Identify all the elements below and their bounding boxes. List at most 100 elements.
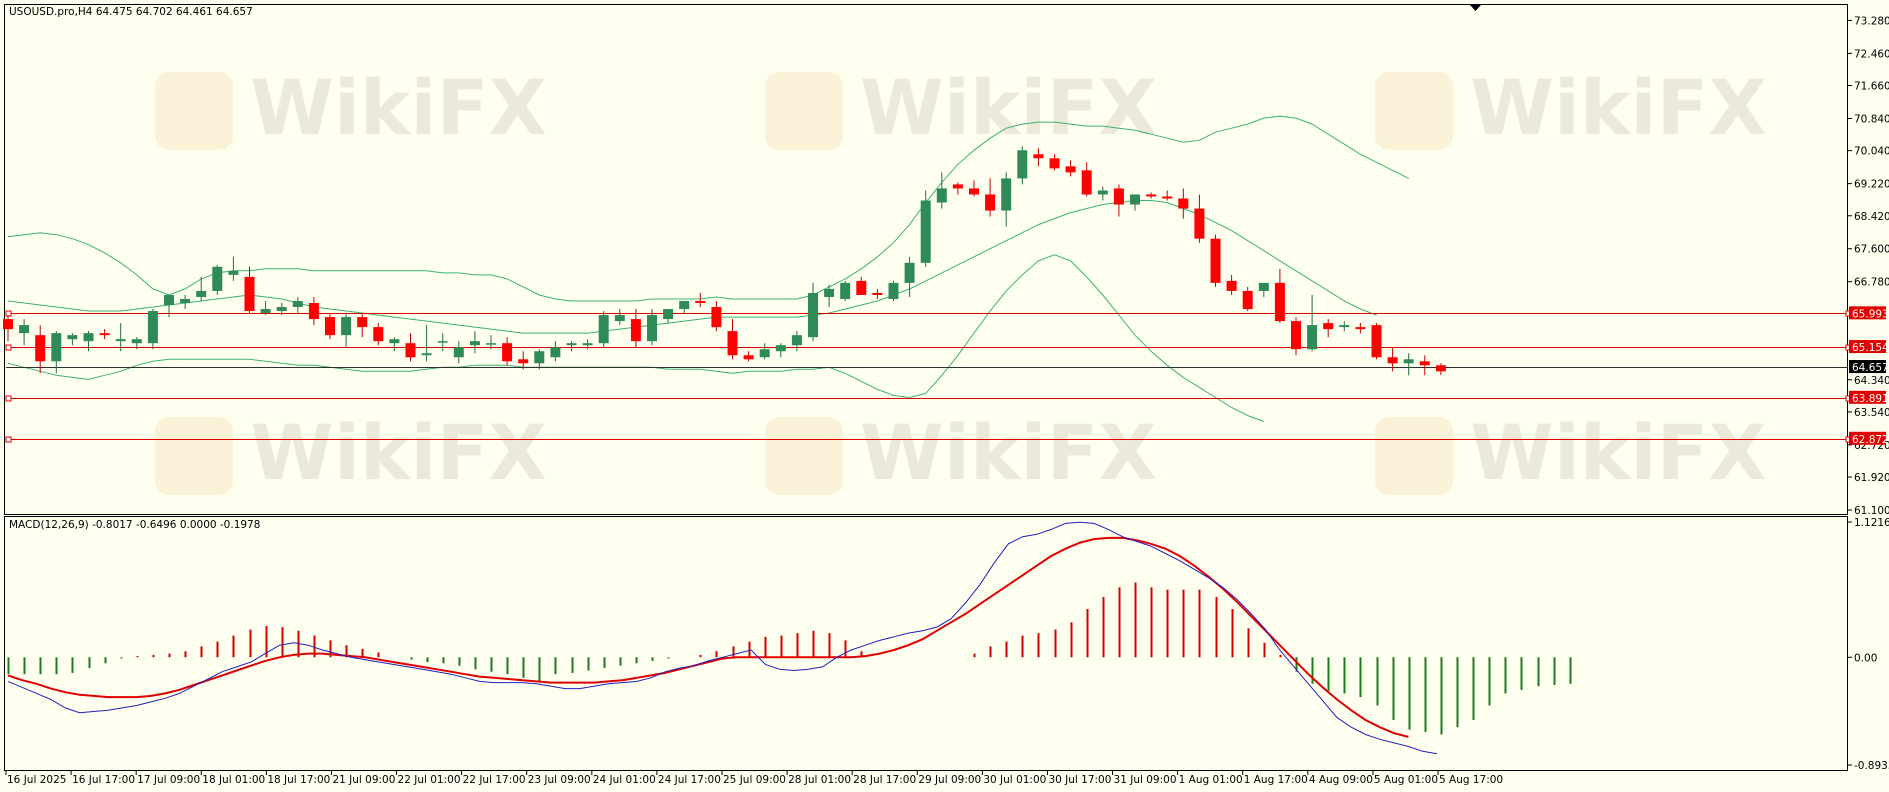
candle-body	[228, 270, 239, 275]
candle-body	[759, 349, 770, 358]
candle-body	[727, 331, 738, 356]
candles	[3, 146, 1446, 376]
candle-body	[969, 188, 979, 195]
candle-body	[936, 188, 947, 203]
candle-body	[437, 341, 448, 343]
candle-body	[1242, 290, 1253, 310]
candle-body	[292, 300, 303, 308]
candle-body	[486, 343, 496, 345]
candle-body	[469, 341, 480, 346]
price-axis: 73.280 72.460 71.660 70.840 70.040 69.220 68.4…	[1848, 15, 1889, 517]
candle-body	[985, 194, 996, 211]
candle-body	[952, 184, 963, 189]
candle-body	[147, 311, 158, 344]
candle-body	[196, 290, 207, 297]
price-tick-label: 64.340	[1854, 375, 1889, 387]
candle-body	[389, 339, 400, 344]
candle-body	[325, 317, 335, 336]
time-tick-label: 21 Jul 09:00	[332, 774, 395, 786]
time-tick-label: 28 Jul 01:00	[788, 774, 851, 786]
candle-body	[212, 266, 223, 291]
candle-body	[1033, 154, 1044, 159]
candle-body	[534, 351, 545, 364]
price-tick-label: 72.460	[1854, 48, 1889, 60]
candle-body	[180, 298, 191, 303]
candle-body	[743, 355, 754, 360]
price-tick-label: 70.840	[1854, 114, 1889, 126]
price-tick-label: 73.280	[1854, 15, 1889, 27]
candle-body	[1371, 325, 1382, 358]
candle-body	[260, 309, 271, 314]
macd-pane-frame	[4, 516, 1848, 771]
price-level-handle	[5, 395, 12, 402]
time-tick-label: 28 Jul 17:00	[853, 774, 916, 786]
candle-body	[1419, 361, 1430, 366]
time-tick-label: 22 Jul 17:00	[463, 774, 526, 786]
price-level-label: 65.993	[1852, 308, 1889, 320]
candle-body	[502, 343, 513, 362]
time-tick-label: 23 Jul 09:00	[528, 774, 591, 786]
price-level-label: 62.872	[1852, 434, 1889, 446]
candle-body	[775, 345, 786, 352]
candle-body	[872, 292, 883, 295]
time-tick-label: 30 Jul 01:00	[983, 774, 1046, 786]
scroll-marker-icon[interactable]	[1470, 5, 1481, 11]
time-tick-label: 4 Aug 09:00	[1309, 774, 1373, 786]
candle-body	[647, 315, 657, 342]
price-level-tag	[1849, 390, 1886, 404]
candle-body	[1307, 325, 1318, 350]
price-tick-label: 63.540	[1854, 407, 1889, 419]
watermark-logo-icon	[1375, 417, 1453, 495]
macd-signal-line	[7, 536, 1409, 738]
time-tick-label: 29 Jul 09:00	[918, 774, 981, 786]
candle-body	[1291, 321, 1301, 350]
price-level-tag	[1849, 306, 1886, 320]
candle-body	[904, 262, 915, 283]
macd-tick-label: 0.00	[1854, 652, 1877, 664]
candle-body	[1226, 280, 1237, 291]
candle-body	[1017, 150, 1028, 179]
candle-body	[1146, 194, 1157, 197]
candle-body	[276, 307, 287, 312]
candle-body	[1194, 208, 1205, 239]
candle-body	[341, 317, 352, 336]
candle-body	[920, 200, 931, 263]
candle-body	[1130, 194, 1140, 205]
price-tick-label: 67.600	[1854, 244, 1889, 256]
price-tick-label: 70.040	[1854, 146, 1889, 158]
candle-body	[550, 347, 561, 358]
watermark-text: WikiFX	[1470, 408, 1767, 497]
price-level-tag	[1849, 431, 1886, 445]
candle-body	[421, 353, 432, 356]
price-level-handle	[5, 344, 12, 351]
time-tick-label: 31 Jul 09:00	[1114, 774, 1177, 786]
candle-body	[1258, 282, 1269, 291]
watermark-logo-icon	[1375, 72, 1453, 150]
candle-body	[35, 335, 46, 362]
price-tick-label: 61.100	[1854, 505, 1889, 517]
time-tick-label: 17 Jul 09:00	[137, 774, 200, 786]
watermark-text: WikiFX	[250, 408, 547, 497]
candle-body	[1001, 178, 1012, 211]
time-tick-label: 24 Jul 01:00	[593, 774, 656, 786]
main-header: USOUSD.pro,H4 64.475 64.702 64.461 64.65…	[9, 6, 253, 18]
price-tick-label: 71.660	[1854, 81, 1889, 93]
candle-body	[1274, 282, 1285, 322]
candle-body	[808, 292, 818, 338]
time-tick-label: 25 Jul 09:00	[723, 774, 786, 786]
time-axis: 16 Jul 2025 16 Jul 17:00 17 Jul 09:00 18 Ju…	[5, 771, 1503, 786]
watermark-logo-icon	[155, 417, 233, 495]
candle-body	[3, 319, 13, 330]
macd-axis: 1.1216 0.00 -0.8933	[1848, 517, 1889, 772]
macd-main-line	[7, 521, 1438, 755]
time-tick-label: 16 Jul 2025	[7, 774, 66, 786]
watermark-logo-icon	[155, 72, 233, 150]
time-tick-label: 24 Jul 17:00	[658, 774, 721, 786]
candle-body	[888, 282, 899, 299]
candle-body	[1081, 170, 1092, 195]
band-middle	[7, 200, 1377, 334]
price-level-handle	[5, 436, 12, 443]
candle-body	[598, 315, 609, 344]
candle-body	[67, 335, 78, 340]
